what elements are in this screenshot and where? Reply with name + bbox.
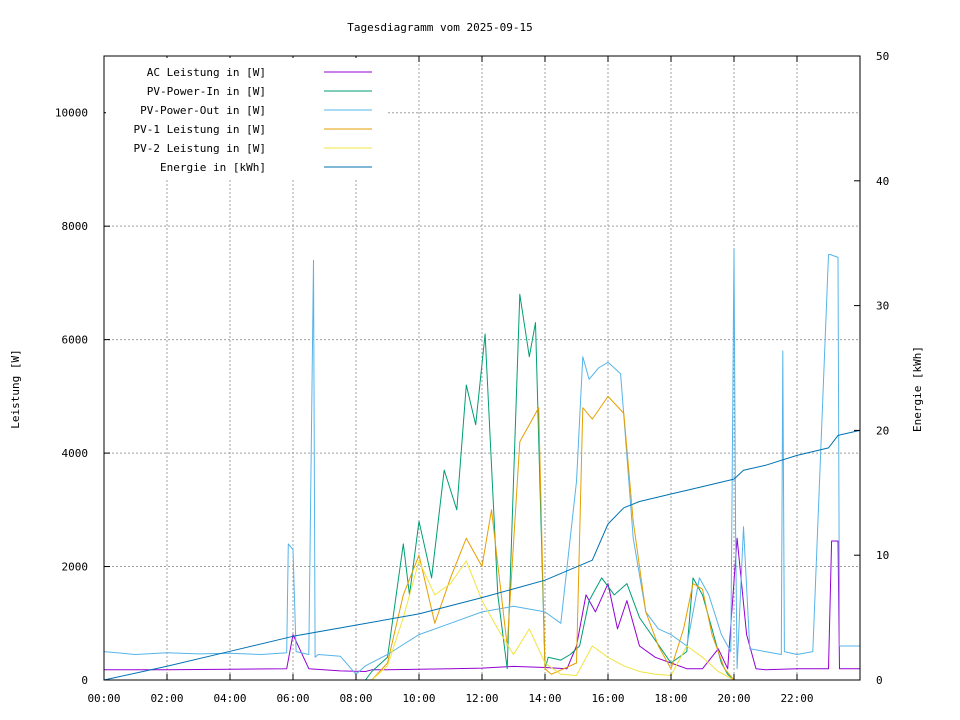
x-tick-label: 06:00 <box>276 692 309 705</box>
y-axis-label: Leistung [W] <box>9 349 22 428</box>
x-tick-label: 02:00 <box>150 692 183 705</box>
x-tick-label: 10:00 <box>402 692 435 705</box>
y-tick-label: 8000 <box>62 220 89 233</box>
legend-box <box>106 58 388 180</box>
legend-label: PV-Power-In in [W] <box>147 85 266 98</box>
x-tick-label: 12:00 <box>465 692 498 705</box>
y-tick-label: 10000 <box>55 107 88 120</box>
x-tick-label: 14:00 <box>528 692 561 705</box>
series-line-energie-in-kwh <box>103 429 861 681</box>
legend-label: AC Leistung in [W] <box>147 66 266 79</box>
y2-tick-label: 30 <box>876 300 889 313</box>
series-line-ac-leistung-in-w <box>104 537 860 672</box>
y2-tick-label: 0 <box>876 674 883 687</box>
x-tick-label: 22:00 <box>780 692 813 705</box>
series-layer <box>103 248 861 681</box>
ticks-layer: 00:00 02:00 04:00 06:00 08:00 10:00 12:00 14:00… <box>55 50 889 705</box>
chart-title: Tagesdiagramm vom 2025-09-15 <box>347 21 532 34</box>
y2-tick-label: 50 <box>876 50 889 63</box>
x-tick-label: 08:00 <box>339 692 372 705</box>
y-tick-label: 6000 <box>62 334 89 347</box>
x-tick-label: 16:00 <box>591 692 624 705</box>
x-tick-label: 00:00 <box>87 692 120 705</box>
series-line-pv-1-leistung-in-w <box>104 395 860 681</box>
legend: AC Leistung in [W] PV-Power-In in [W] PV-P… <box>134 66 372 174</box>
y2-tick-label: 20 <box>876 424 889 437</box>
legend-label: Energie in [kWh] <box>160 161 266 174</box>
legend-label: PV-2 Leistung in [W] <box>134 142 266 155</box>
y2-tick-label: 40 <box>876 175 889 188</box>
legend-label: PV-Power-Out in [W] <box>140 104 266 117</box>
series-line-pv-power-out-in-w <box>103 248 860 675</box>
x-tick-label: 18:00 <box>654 692 687 705</box>
series-line-pv-2-leistung-in-w <box>104 560 860 681</box>
y-tick-label: 4000 <box>62 447 89 460</box>
y2-tick-label: 10 <box>876 549 889 562</box>
legend-label: PV-1 Leistung in [W] <box>134 123 266 136</box>
y-tick-label: 0 <box>81 674 88 687</box>
x-tick-label: 20:00 <box>717 692 750 705</box>
y-tick-label: 2000 <box>62 561 89 574</box>
x-tick-label: 04:00 <box>213 692 246 705</box>
y2-axis-label: Energie [kWh] <box>911 346 924 432</box>
